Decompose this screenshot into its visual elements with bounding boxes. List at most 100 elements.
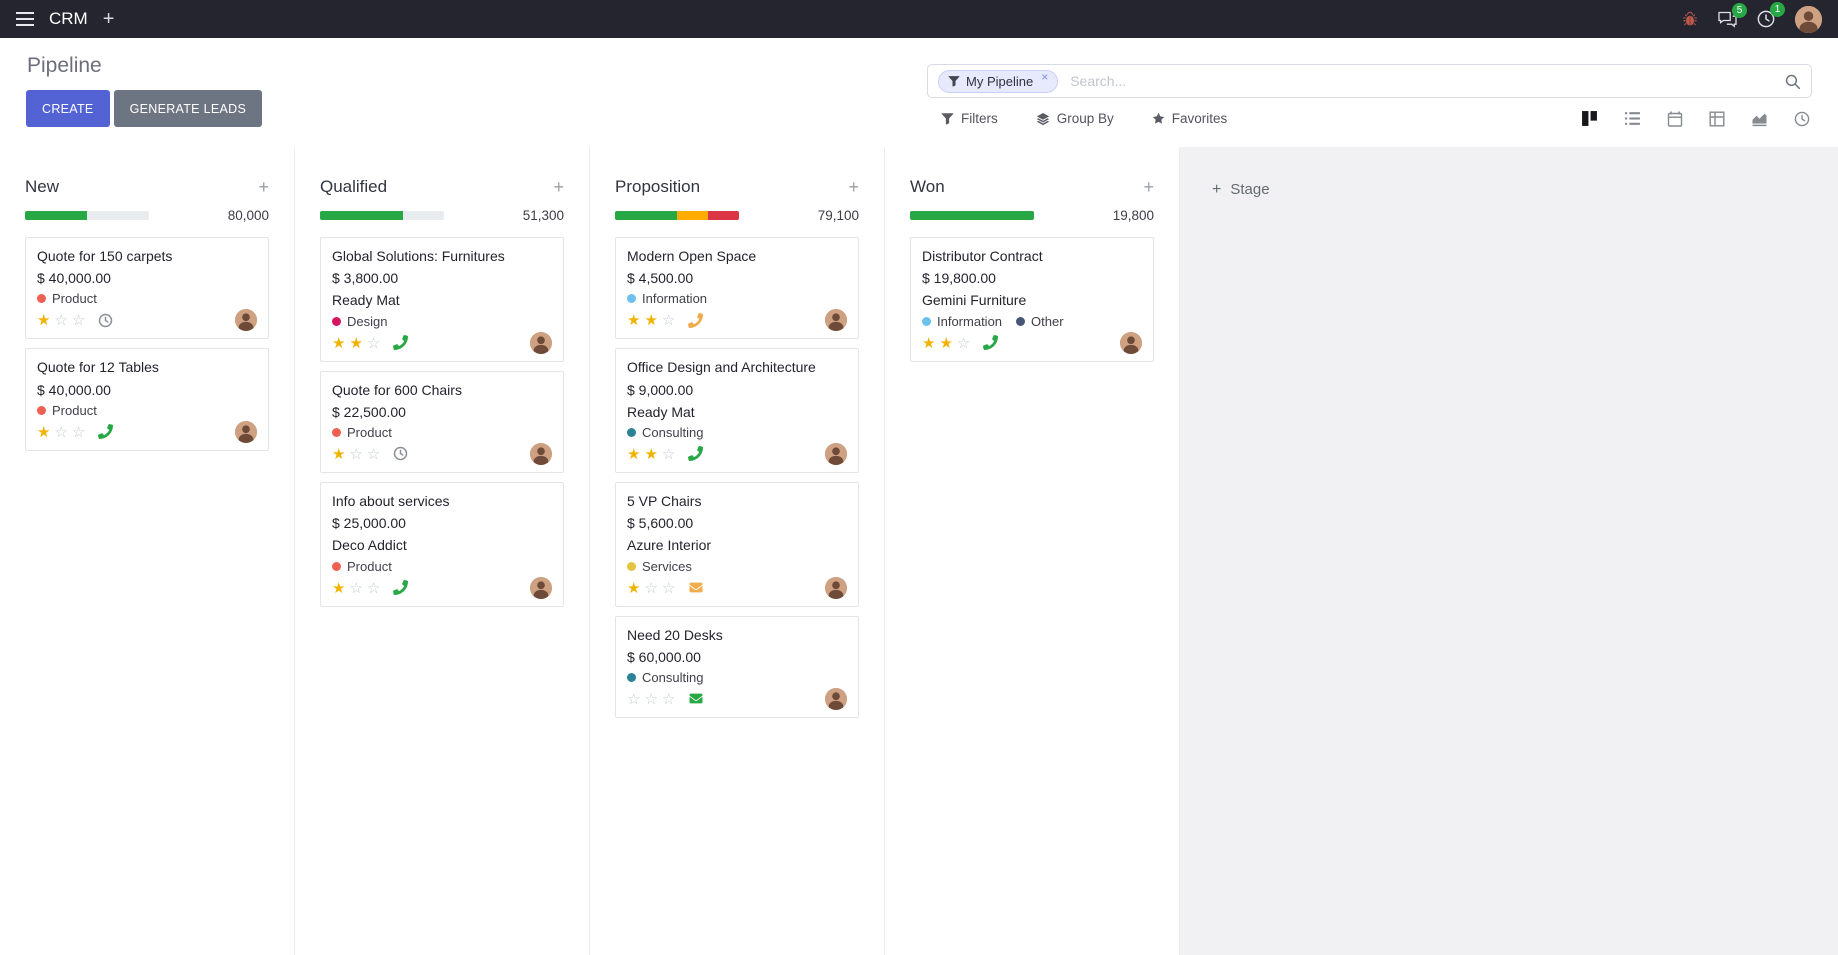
priority-star[interactable]: ☆ <box>644 579 658 597</box>
add-stage-button[interactable]: + Stage <box>1206 180 1276 199</box>
activities-clock-icon[interactable]: 1 <box>1757 2 1785 28</box>
envelope-icon[interactable] <box>688 692 704 705</box>
priority-star[interactable]: ☆ <box>366 334 381 352</box>
priority-stars[interactable]: ★ ☆ ☆ <box>332 445 384 463</box>
search-bar[interactable]: My Pipeline × <box>927 64 1812 98</box>
kanban-card[interactable]: Modern Open Space $ 4,500.00 Information… <box>615 237 859 340</box>
column-add-icon[interactable]: + <box>258 177 269 197</box>
priority-stars[interactable]: ☆ ☆ ☆ <box>627 690 679 708</box>
phone-icon[interactable] <box>393 580 409 595</box>
search-input[interactable] <box>1068 72 1784 90</box>
envelope-icon[interactable] <box>688 581 704 594</box>
priority-star[interactable]: ★ <box>627 312 641 330</box>
priority-star[interactable]: ☆ <box>349 579 363 597</box>
generate-leads-button[interactable]: GENERATE LEADS <box>113 90 263 127</box>
priority-star[interactable]: ☆ <box>644 690 658 708</box>
column-title[interactable]: Proposition <box>615 177 701 196</box>
priority-star[interactable]: ★ <box>922 334 936 352</box>
priority-stars[interactable]: ★ ★ ☆ <box>627 445 679 463</box>
priority-star[interactable]: ☆ <box>627 690 641 708</box>
favorites-menu[interactable]: Favorites <box>1152 111 1227 126</box>
priority-star[interactable]: ★ <box>644 312 658 330</box>
priority-star[interactable]: ☆ <box>366 445 381 463</box>
priority-stars[interactable]: ★ ☆ ☆ <box>37 423 89 441</box>
progress-segment[interactable] <box>708 211 739 220</box>
priority-star[interactable]: ☆ <box>366 579 381 597</box>
progress-segment[interactable] <box>677 211 708 220</box>
progress-segment[interactable] <box>910 211 1034 220</box>
kanban-card[interactable]: Info about services $ 25,000.00 Deco Add… <box>320 481 564 607</box>
kanban-card[interactable]: 5 VP Chairs $ 5,600.00 Azure Interior Se… <box>615 481 859 607</box>
priority-star[interactable]: ★ <box>627 445 641 463</box>
column-progressbar[interactable] <box>320 211 444 220</box>
column-progressbar[interactable] <box>615 211 739 220</box>
messages-icon[interactable]: 5 <box>1718 2 1747 28</box>
kanban-card[interactable]: Global Solutions: Furnitures $ 3,800.00 … <box>320 237 564 362</box>
priority-star[interactable]: ☆ <box>71 423 86 441</box>
priority-star[interactable]: ☆ <box>71 312 86 330</box>
phone-icon[interactable] <box>688 446 704 462</box>
phone-icon[interactable] <box>688 312 704 328</box>
priority-star[interactable]: ☆ <box>54 312 68 330</box>
phone-icon[interactable] <box>983 335 999 351</box>
phone-icon[interactable] <box>393 335 409 351</box>
priority-stars[interactable]: ★ ★ ☆ <box>627 311 679 329</box>
clock-icon[interactable] <box>98 313 113 328</box>
progress-segment[interactable] <box>615 211 677 220</box>
column-progressbar[interactable] <box>25 211 149 220</box>
column-progressbar[interactable] <box>910 211 1034 220</box>
activity-view-button[interactable] <box>1794 111 1810 127</box>
priority-stars[interactable]: ★ ★ ☆ <box>332 334 384 352</box>
group-by-menu[interactable]: Group By <box>1036 111 1114 126</box>
priority-stars[interactable]: ★ ☆ ☆ <box>627 579 679 597</box>
kanban-view-button[interactable] <box>1581 110 1598 127</box>
apps-menu-icon[interactable] <box>16 12 34 26</box>
debug-bug-icon[interactable] <box>1682 11 1698 27</box>
topbar-plus-icon[interactable]: + <box>102 8 115 30</box>
priority-star[interactable]: ★ <box>37 312 51 330</box>
priority-star[interactable]: ☆ <box>349 445 363 463</box>
priority-star[interactable]: ☆ <box>661 579 676 597</box>
column-add-icon[interactable]: + <box>848 177 859 197</box>
kanban-card[interactable]: Need 20 Desks $ 60,000.00 Consulting ☆ ☆ ☆ <box>615 615 859 718</box>
create-button[interactable]: CREATE <box>26 90 110 127</box>
column-title[interactable]: New <box>25 177 60 196</box>
priority-star[interactable]: ★ <box>627 579 641 597</box>
kanban-card[interactable]: Office Design and Architecture $ 9,000.0… <box>615 348 859 473</box>
app-name[interactable]: CRM <box>49 9 88 28</box>
priority-star[interactable]: ★ <box>332 334 346 352</box>
priority-star[interactable]: ★ <box>644 445 658 463</box>
search-icon[interactable] <box>1784 73 1801 90</box>
user-avatar[interactable] <box>1795 5 1822 33</box>
priority-star[interactable]: ★ <box>332 579 346 597</box>
phone-icon[interactable] <box>98 424 114 440</box>
priority-stars[interactable]: ★ ☆ ☆ <box>332 579 384 597</box>
kanban-card[interactable]: Distributor Contract $ 19,800.00 Gemini … <box>910 237 1154 362</box>
kanban-card[interactable]: Quote for 600 Chairs $ 22,500.00 Product… <box>320 370 564 473</box>
progress-segment[interactable] <box>320 211 403 220</box>
clock-icon[interactable] <box>393 446 408 461</box>
list-view-button[interactable] <box>1624 110 1641 127</box>
priority-star[interactable]: ★ <box>939 334 953 352</box>
column-title[interactable]: Won <box>910 177 945 196</box>
filters-menu[interactable]: Filters <box>941 111 998 126</box>
priority-star[interactable]: ☆ <box>661 445 676 463</box>
column-title[interactable]: Qualified <box>320 177 388 196</box>
facet-remove-icon[interactable]: × <box>1041 70 1049 84</box>
kanban-card[interactable]: Quote for 150 carpets $ 40,000.00 Produc… <box>25 237 269 340</box>
priority-star[interactable]: ★ <box>349 334 363 352</box>
progress-segment[interactable] <box>25 211 87 220</box>
graph-view-button[interactable] <box>1751 111 1768 127</box>
priority-star[interactable]: ☆ <box>956 334 971 352</box>
priority-star[interactable]: ☆ <box>54 423 68 441</box>
column-add-icon[interactable]: + <box>553 177 564 197</box>
kanban-card[interactable]: Quote for 12 Tables $ 40,000.00 Product … <box>25 348 269 451</box>
priority-stars[interactable]: ★ ★ ☆ <box>922 334 974 352</box>
priority-star[interactable]: ★ <box>332 445 346 463</box>
priority-star[interactable]: ☆ <box>661 690 676 708</box>
priority-stars[interactable]: ★ ☆ ☆ <box>37 311 89 329</box>
column-add-icon[interactable]: + <box>1143 177 1154 197</box>
priority-star[interactable]: ★ <box>37 423 51 441</box>
pivot-view-button[interactable] <box>1709 111 1725 127</box>
priority-star[interactable]: ☆ <box>661 312 676 330</box>
